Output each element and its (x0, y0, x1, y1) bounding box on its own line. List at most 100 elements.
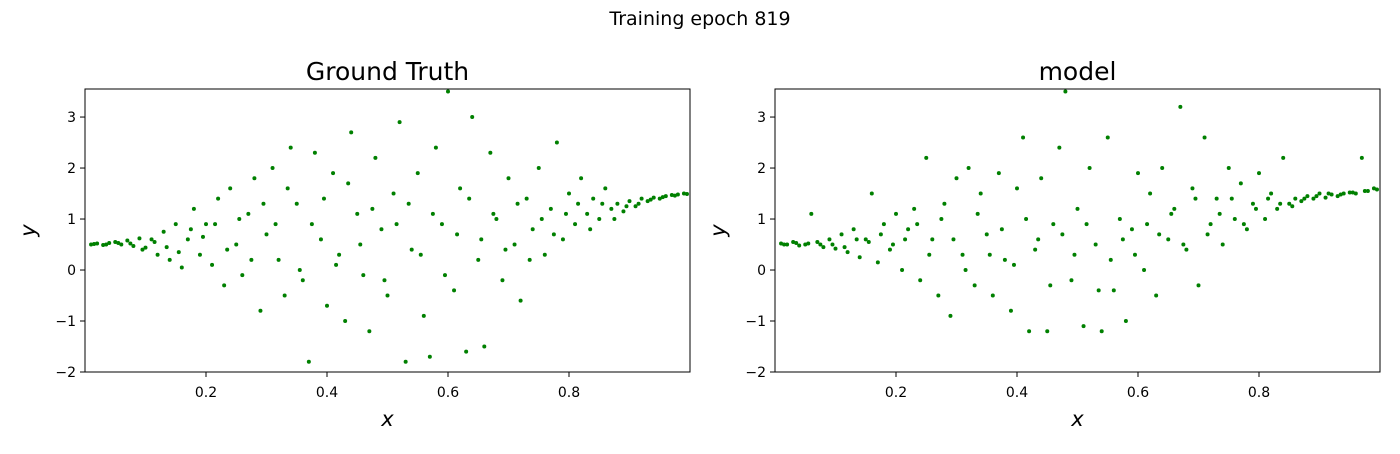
point (1305, 194, 1310, 199)
point (1111, 288, 1116, 293)
x-tick-label: 0.2 (885, 385, 907, 401)
point (560, 237, 565, 242)
point (500, 278, 505, 283)
point (1148, 191, 1153, 196)
point (282, 293, 287, 298)
point (173, 222, 178, 227)
point (1178, 104, 1183, 109)
point (972, 283, 977, 288)
point (573, 222, 578, 227)
point (116, 240, 121, 245)
point (951, 237, 956, 242)
point (675, 192, 680, 197)
x-tick-label: 0.4 (1006, 385, 1028, 401)
y-tick-label: 3 (67, 110, 76, 126)
point (875, 260, 880, 265)
point (452, 288, 457, 293)
point (1169, 211, 1174, 216)
point (1232, 217, 1237, 222)
point (467, 196, 472, 201)
point (1120, 237, 1125, 242)
point (845, 250, 850, 255)
point (1093, 242, 1098, 247)
point (415, 171, 420, 176)
point (851, 227, 856, 232)
point (325, 303, 329, 308)
point (1024, 217, 1029, 222)
subplot-title: Ground Truth (306, 57, 469, 86)
point (527, 257, 532, 262)
point (1226, 166, 1231, 171)
point (1045, 329, 1050, 334)
point (1293, 196, 1298, 201)
point (297, 268, 302, 273)
point (1329, 192, 1334, 197)
point (1241, 222, 1246, 227)
point (107, 240, 112, 245)
point (1205, 232, 1210, 237)
point (567, 191, 571, 196)
point (237, 217, 242, 222)
point (960, 252, 965, 257)
point (113, 239, 118, 244)
point (433, 145, 438, 150)
point (857, 255, 862, 260)
point (1196, 283, 1201, 288)
point (869, 191, 874, 196)
point (427, 354, 432, 359)
point (1008, 308, 1013, 313)
point (515, 201, 520, 206)
point (1208, 222, 1213, 227)
point (455, 232, 460, 237)
point (1250, 201, 1255, 206)
point (488, 150, 493, 155)
point (382, 278, 387, 283)
point (1157, 232, 1162, 237)
y-tick-label: 0 (757, 263, 766, 279)
point (1275, 206, 1280, 211)
point (939, 217, 944, 222)
x-tick-label: 0.6 (437, 385, 459, 401)
point (321, 196, 326, 201)
point (936, 293, 941, 298)
point (1039, 176, 1044, 181)
point (1181, 242, 1186, 247)
point (258, 308, 263, 313)
point (125, 238, 130, 243)
point (1365, 188, 1370, 193)
point (119, 242, 124, 247)
point (1281, 155, 1286, 160)
point (827, 237, 832, 242)
point (1311, 196, 1316, 201)
point (627, 199, 632, 204)
point (249, 257, 254, 262)
point (430, 211, 435, 216)
point (385, 293, 390, 298)
point (204, 222, 208, 227)
point (669, 193, 674, 198)
point (1172, 206, 1177, 211)
point (639, 196, 644, 201)
point (1326, 191, 1331, 196)
point (140, 247, 145, 252)
point (1317, 191, 1322, 196)
point (1075, 206, 1080, 211)
point (1314, 194, 1319, 199)
point (903, 237, 908, 242)
point (621, 209, 626, 214)
point (966, 166, 971, 171)
point (1238, 181, 1243, 186)
point (518, 298, 523, 303)
point (503, 247, 508, 252)
point (394, 222, 399, 227)
point (887, 247, 892, 252)
subplot: model x y 0.2 0.4 0.6 0.8 −2 −1 0 1 2 3 (706, 57, 1381, 431)
point (285, 186, 290, 191)
point (1166, 237, 1171, 242)
point (276, 257, 281, 262)
point (176, 250, 181, 255)
point (636, 201, 641, 206)
x-tick-label: 0.8 (558, 385, 580, 401)
point (1081, 324, 1086, 329)
point (1244, 227, 1249, 232)
